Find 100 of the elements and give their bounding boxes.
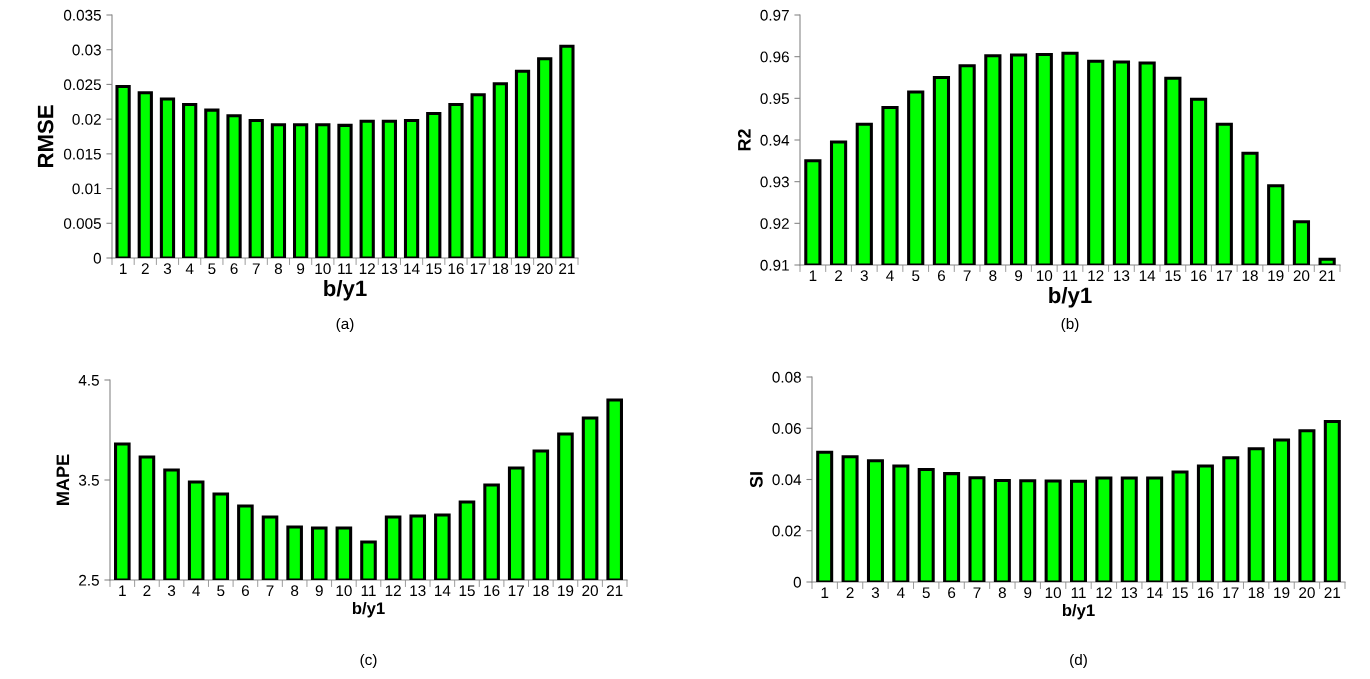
x-tick-label: 21 <box>1324 587 1341 598</box>
x-tick-label: 17 <box>1216 270 1233 281</box>
x-tick-label: 9 <box>297 263 305 275</box>
x-tick-label: 17 <box>508 585 524 596</box>
x-tick-label: 4 <box>192 585 200 596</box>
x-axis-title: b/y1 <box>1062 603 1095 620</box>
x-tick-label: 10 <box>315 263 331 275</box>
x-tick-label: 8 <box>989 270 997 282</box>
x-tick-label: 11 <box>361 585 376 596</box>
x-tick-label: 19 <box>515 263 531 275</box>
x-tick-label: 9 <box>315 585 323 597</box>
text: (c) <box>360 653 377 669</box>
y-tick-label: 0.04 <box>772 474 802 486</box>
x-axis-title: b/y1 <box>1049 286 1092 308</box>
x-tick-label: 20 <box>1299 587 1315 599</box>
x-tick-label: 16 <box>1198 587 1214 599</box>
x-tick-label: 6 <box>937 270 946 282</box>
x-tick-label: 6 <box>241 585 249 597</box>
x-tick-label: 18 <box>493 263 509 275</box>
x-tick-label: 15 <box>459 585 475 597</box>
x-tick-label: 21 <box>1319 270 1335 281</box>
y-tick-label: 0.025 <box>63 79 101 91</box>
y-tick-label: 0 <box>793 576 801 588</box>
x-tick-label: 17 <box>470 263 486 274</box>
x-tick-label: 15 <box>426 263 442 275</box>
x-tick-label: 14 <box>1147 587 1163 598</box>
x-tick-label: 3 <box>163 263 172 275</box>
x-tick-label: 5 <box>922 587 930 599</box>
x-tick-label: 13 <box>382 263 398 275</box>
x-tick-label: 12 <box>359 263 375 274</box>
x-tick-label: 20 <box>536 263 553 275</box>
x-tick-label: 14 <box>404 263 420 274</box>
y-tick-label: 0.02 <box>72 114 101 125</box>
x-tick-label: 5 <box>912 270 920 282</box>
x-tick-label: 8 <box>274 263 283 275</box>
x-tick-label: 4 <box>886 270 894 281</box>
y-tick-label: 0.92 <box>760 218 789 230</box>
x-tick-label: 19 <box>1274 587 1290 599</box>
x-tick-label: 3 <box>871 587 880 599</box>
x-tick-label: 16 <box>484 585 500 597</box>
x-tick-label: 8 <box>998 587 1006 599</box>
x-tick-label: 19 <box>558 585 574 597</box>
y-axis-title: MAPE <box>56 454 70 505</box>
x-tick-label: 16 <box>1191 270 1207 282</box>
x-tick-label: 2 <box>835 270 843 281</box>
x-tick-label: 3 <box>167 585 176 597</box>
y-axis-title: RMSE <box>37 105 54 168</box>
x-tick-label: 2 <box>143 585 151 596</box>
x-tick-label: 2 <box>846 587 854 598</box>
x-tick-label: 9 <box>1024 587 1032 599</box>
x-tick-label: 13 <box>410 585 426 597</box>
x-tick-label: 17 <box>1223 587 1239 598</box>
y-tick-label: 2.5 <box>79 574 99 586</box>
x-tick-label: 10 <box>336 585 352 597</box>
y-axis-title: SI <box>749 472 763 488</box>
x-axis-title: b/y1 <box>352 601 385 618</box>
y-tick-label: 0.97 <box>760 9 789 21</box>
y-tick-label: 0.015 <box>63 148 101 160</box>
x-tick-label: 1 <box>809 270 817 281</box>
y-tick-label: 0.91 <box>760 259 789 271</box>
y-tick-label: 0.06 <box>772 423 801 434</box>
x-tick-label: 10 <box>1036 270 1053 282</box>
y-tick-label: 0.95 <box>760 93 789 105</box>
y-tick-label: 0.96 <box>760 51 789 63</box>
x-tick-label: 15 <box>1172 587 1188 599</box>
x-tick-label: 9 <box>1015 270 1023 282</box>
x-tick-label: 2 <box>141 263 149 274</box>
x-tick-label: 4 <box>185 263 194 274</box>
y-tick-label: 4.5 <box>78 375 99 386</box>
x-tick-label: 1 <box>120 263 127 274</box>
x-tick-label: 7 <box>963 270 971 281</box>
x-tick-label: 21 <box>559 263 575 274</box>
x-tick-label: 20 <box>1293 270 1310 282</box>
text: (d) <box>1070 653 1087 669</box>
x-axis-title: b/y1 <box>324 279 367 301</box>
x-tick-label: 1 <box>119 585 126 596</box>
x-tick-label: 12 <box>1088 270 1104 281</box>
y-tick-label: 0.01 <box>72 183 101 195</box>
y-tick-label: 0.035 <box>63 9 101 21</box>
x-tick-label: 7 <box>973 587 981 598</box>
x-tick-label: 1 <box>821 587 829 598</box>
x-tick-label: 4 <box>896 587 905 598</box>
x-tick-label: 10 <box>1045 587 1062 599</box>
text: (b) <box>1061 317 1079 333</box>
x-tick-label: 18 <box>1248 587 1264 599</box>
x-tick-label: 18 <box>533 585 549 597</box>
x-tick-label: 12 <box>1096 587 1112 598</box>
x-tick-label: 11 <box>1071 587 1086 598</box>
text: (a) <box>336 317 354 333</box>
x-tick-label: 13 <box>1114 270 1130 282</box>
x-tick-label: 5 <box>217 585 225 597</box>
x-tick-label: 11 <box>338 263 353 274</box>
x-tick-label: 8 <box>291 585 299 597</box>
x-tick-label: 7 <box>266 585 274 596</box>
x-tick-label: 20 <box>582 585 598 597</box>
y-tick-label: 0.03 <box>72 44 101 56</box>
x-tick-label: 13 <box>1121 587 1138 599</box>
y-tick-label: 0.005 <box>63 218 101 229</box>
y-tick-label: 0.94 <box>760 134 790 146</box>
y-tick-label: 3.5 <box>78 474 99 486</box>
